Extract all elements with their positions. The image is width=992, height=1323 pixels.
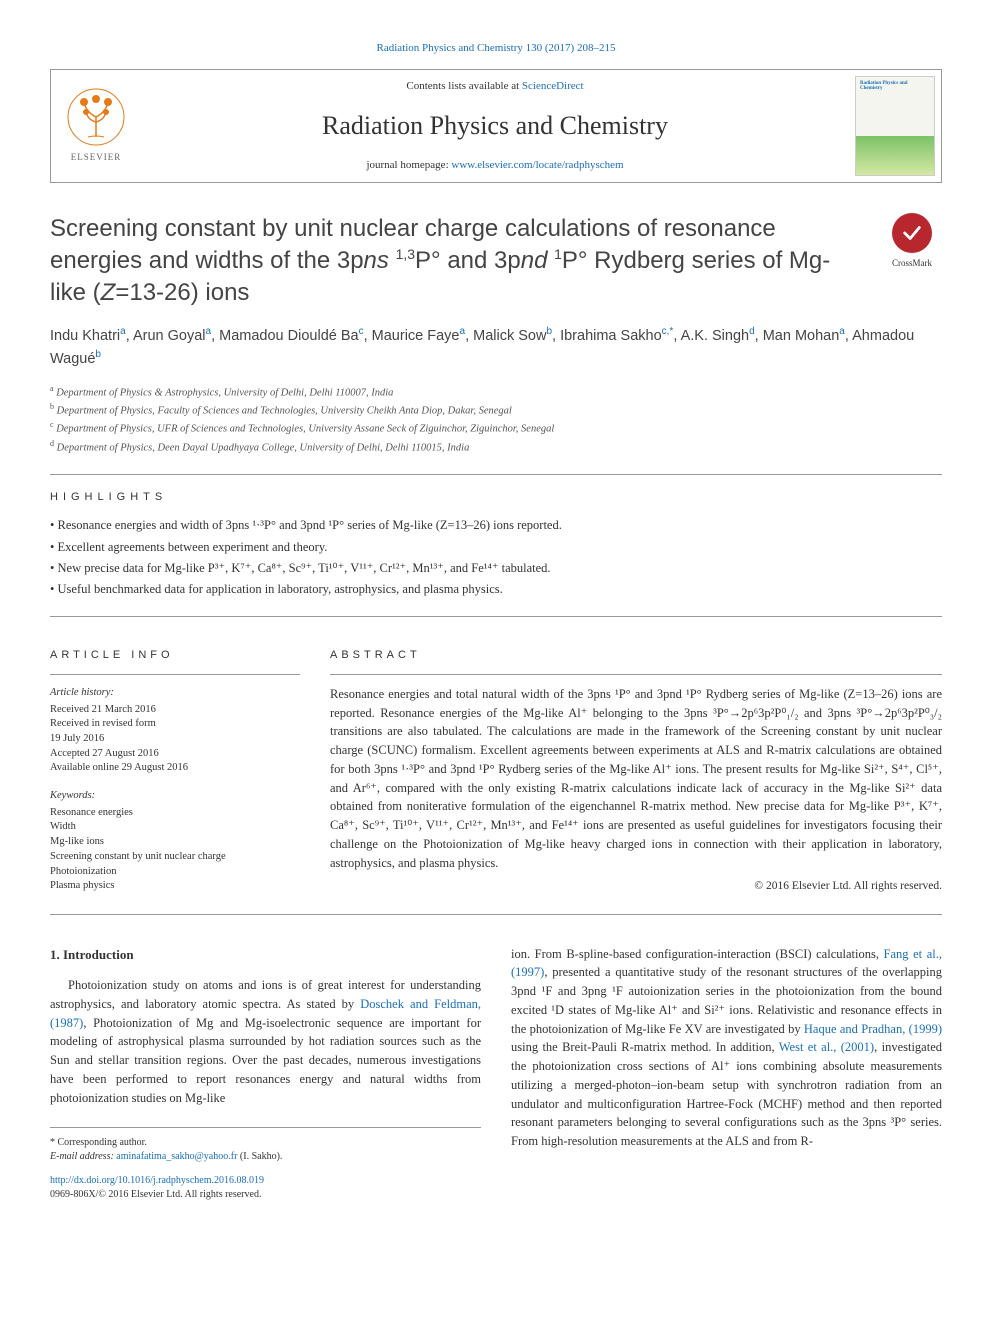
keywords-label: Keywords:	[50, 788, 300, 804]
keywords-list: Resonance energiesWidthMg-like ionsScree…	[50, 806, 300, 894]
crossmark-label: CrossMark	[882, 257, 942, 271]
keyword: Plasma physics	[50, 879, 300, 894]
keyword: Mg-like ions	[50, 835, 300, 850]
author: Maurice Fayea	[372, 328, 465, 344]
divider	[50, 474, 942, 475]
keyword: Width	[50, 820, 300, 835]
highlight-item: • Useful benchmarked data for applicatio…	[50, 579, 942, 600]
authors-list: Indu Khatria, Arun Goyala, Mamadou Dioul…	[50, 324, 942, 371]
header-box: ELSEVIER Contents lists available at Sci…	[50, 69, 942, 183]
crossmark-icon	[892, 213, 932, 253]
homepage-prefix: journal homepage:	[366, 159, 451, 171]
top-citation: Radiation Physics and Chemistry 130 (201…	[50, 40, 942, 57]
doi-link[interactable]: http://dx.doi.org/10.1016/j.radphyschem.…	[50, 1175, 264, 1186]
homepage-link[interactable]: www.elsevier.com/locate/radphyschem	[451, 159, 623, 171]
author: Mamadou Diouldé Bac	[219, 328, 363, 344]
abstract-label: ABSTRACT	[330, 647, 942, 664]
divider	[50, 674, 300, 675]
divider	[330, 674, 942, 675]
keyword: Screening constant by unit nuclear charg…	[50, 850, 300, 865]
author: Ibrahima Sakhoc,*	[560, 328, 673, 344]
sciencedirect-link[interactable]: ScienceDirect	[522, 80, 584, 92]
contents-prefix: Contents lists available at	[406, 80, 521, 92]
citation-link[interactable]: West et al., (2001)	[779, 1040, 874, 1054]
affiliation: a Department of Physics & Astrophysics, …	[50, 383, 942, 401]
crossmark-badge[interactable]: CrossMark	[882, 213, 942, 271]
history-line: Received in revised form	[50, 717, 300, 732]
journal-homepage: journal homepage: www.elsevier.com/locat…	[151, 157, 839, 174]
affiliation: c Department of Physics, UFR of Sciences…	[50, 419, 942, 437]
citation-link[interactable]: Fang et al., (1997)	[511, 947, 942, 980]
highlight-item: • New precise data for Mg-like P³⁺, K⁷⁺,…	[50, 558, 942, 579]
copyright: © 2016 Elsevier Ltd. All rights reserved…	[330, 878, 942, 895]
header-center: Contents lists available at ScienceDirec…	[141, 70, 849, 182]
citation-link[interactable]: Haque and Pradhan, (1999)	[804, 1022, 942, 1036]
cover-title: Radiation Physics and Chemistry	[860, 81, 930, 92]
journal-cover-thumbnail: Radiation Physics and Chemistry	[855, 76, 935, 176]
elsevier-tree-icon	[66, 87, 126, 147]
abstract-text: Resonance energies and total natural wid…	[330, 685, 942, 873]
article-history-label: Article history:	[50, 685, 300, 701]
keyword: Photoionization	[50, 865, 300, 880]
journal-name: Radiation Physics and Chemistry	[151, 106, 839, 145]
elsevier-label: ELSEVIER	[71, 151, 122, 165]
keyword: Resonance energies	[50, 806, 300, 821]
intro-paragraph-1: Photoionization study on atoms and ions …	[50, 976, 481, 1107]
divider	[50, 616, 942, 617]
highlights-label: HIGHLIGHTS	[50, 489, 942, 506]
highlight-item: • Resonance energies and width of 3pns ¹…	[50, 515, 942, 536]
affiliations: a Department of Physics & Astrophysics, …	[50, 383, 942, 456]
article-history: Received 21 March 2016Received in revise…	[50, 703, 300, 776]
citation-link[interactable]: Doschek and Feldman, (1987)	[50, 997, 481, 1030]
email-line: E-mail address: aminafatima_sakho@yahoo.…	[50, 1150, 481, 1164]
elsevier-logo: ELSEVIER	[51, 76, 141, 176]
history-line: Received 21 March 2016	[50, 703, 300, 718]
footer-block: * Corresponding author. E-mail address: …	[50, 1127, 481, 1202]
divider	[50, 914, 942, 915]
history-line: Accepted 27 August 2016	[50, 747, 300, 762]
highlights-list: • Resonance energies and width of 3pns ¹…	[50, 515, 942, 600]
highlight-item: • Excellent agreements between experimen…	[50, 537, 942, 558]
author: Man Mohana	[763, 328, 845, 344]
intro-heading: 1. Introduction	[50, 945, 481, 965]
author: Arun Goyala	[133, 328, 211, 344]
affiliation: b Department of Physics, Faculty of Scie…	[50, 401, 942, 419]
corresponding-author: * Corresponding author.	[50, 1136, 481, 1150]
intro-paragraph-2: ion. From B-spline-based configuration-i…	[511, 945, 942, 1151]
contents-line: Contents lists available at ScienceDirec…	[151, 78, 839, 95]
history-line: Available online 29 August 2016	[50, 761, 300, 776]
article-title: Screening constant by unit nuclear charg…	[50, 213, 862, 310]
email-link[interactable]: aminafatima_sakho@yahoo.fr	[116, 1151, 237, 1162]
author: Malick Sowb	[473, 328, 552, 344]
doi-line: http://dx.doi.org/10.1016/j.radphyschem.…	[50, 1174, 481, 1188]
article-info-label: ARTICLE INFO	[50, 647, 300, 664]
affiliation: d Department of Physics, Deen Dayal Upad…	[50, 438, 942, 456]
issn-line: 0969-806X/© 2016 Elsevier Ltd. All right…	[50, 1188, 481, 1202]
author: Indu Khatria	[50, 328, 126, 344]
history-line: 19 July 2016	[50, 732, 300, 747]
author: A.K. Singhd	[681, 328, 755, 344]
